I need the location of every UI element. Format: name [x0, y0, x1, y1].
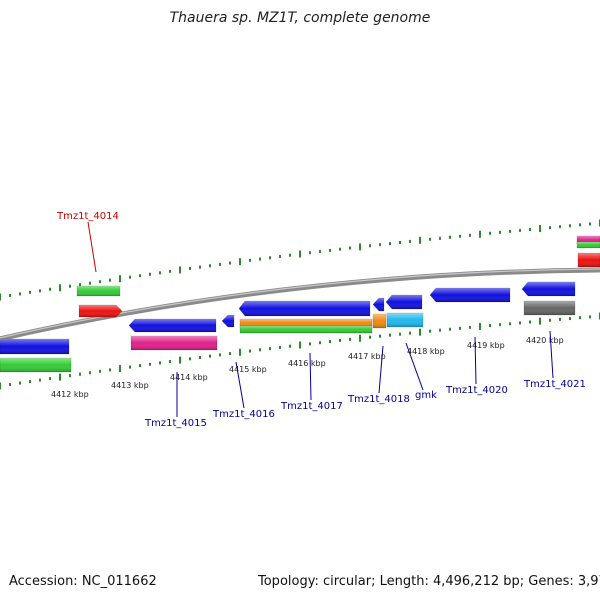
feature-blue-shading	[129, 319, 216, 332]
topology-text: Topology: circular; Length: 4,496,212 bp…	[258, 574, 600, 589]
kbp-tick-label: 4416 kbp	[288, 359, 326, 368]
leader-line-tmz1t-4020	[474, 336, 477, 385]
feature-red-shading	[578, 253, 600, 267]
feature-blue-shading	[239, 301, 370, 316]
feature-blue-group	[238, 300, 371, 317]
feature-green-shading	[0, 358, 71, 372]
gene-label-tmz1t-4018[interactable]: Tmz1t_4018	[347, 394, 410, 405]
genome-backbone	[0, 267, 600, 342]
kbp-tick-label: 4414 kbp	[170, 373, 208, 382]
feature-blue-group	[128, 318, 217, 333]
feature-blue-group	[385, 294, 423, 310]
outer-tick-ring	[0, 219, 600, 301]
gene-label-tmz1t-4021[interactable]: Tmz1t_4021	[523, 379, 586, 390]
feature-green-shading	[577, 242, 600, 248]
feature-blue-shading	[222, 315, 234, 327]
feature-blue-group	[429, 287, 511, 303]
feature-gray-group	[523, 300, 576, 316]
leader-line-tmz1t-4014	[87, 221, 97, 273]
kbp-tick-label: 4417 kbp	[348, 352, 386, 361]
gene-label-tmz1t-4017[interactable]: Tmz1t_4017	[280, 401, 343, 412]
map-title: Thauera sp. MZ1T, complete genome	[169, 10, 431, 26]
feature-orange-shading	[240, 319, 372, 327]
feature-green-shading	[240, 326, 372, 333]
gene-label-tmz1t-4016[interactable]: Tmz1t_4016	[212, 409, 275, 420]
leader-line-tmz1t-4021	[549, 330, 554, 379]
kbp-tick-label: 4419 kbp	[467, 341, 505, 350]
feature-blue-shading	[386, 295, 422, 309]
feature-orange-group	[372, 313, 387, 329]
kbp-tick-label: 4420 kbp	[526, 336, 564, 345]
feature-green-group	[0, 357, 72, 373]
feature-green-group	[576, 241, 600, 249]
kbp-tick-label: 4418 kbp	[407, 347, 445, 356]
leader-line-tmz1t-4017	[309, 352, 312, 401]
feature-blue-group	[521, 281, 576, 297]
feature-cyan-shading	[387, 313, 423, 327]
feature-magenta-shading	[131, 336, 217, 350]
feature-blue-shading	[373, 298, 384, 311]
feature-green-shading	[77, 286, 120, 296]
genome-backbone-highlight	[0, 268, 600, 339]
kbp-tick-label: 4413 kbp	[111, 381, 149, 390]
feature-red-shading	[79, 305, 122, 317]
kbp-tick-label: 4412 kbp	[51, 390, 89, 399]
feature-cyan-group	[386, 312, 424, 328]
feature-green-group	[76, 285, 121, 297]
feature-blue-group	[372, 297, 385, 312]
feature-magenta-group	[130, 335, 218, 351]
kbp-tick-label: 4415 kbp	[229, 365, 267, 374]
feature-orange-shading	[373, 314, 386, 328]
inner-tick-ring	[0, 312, 600, 390]
feature-blue-group	[0, 338, 70, 355]
feature-blue-shading	[0, 339, 69, 354]
gene-label-gmk[interactable]: gmk	[415, 390, 437, 401]
feature-red-group	[78, 304, 123, 318]
gene-label-tmz1t-4020[interactable]: Tmz1t_4020	[445, 385, 508, 396]
feature-blue-shading	[522, 282, 575, 296]
leader-line-gmk	[405, 342, 424, 391]
feature-orange-group	[239, 318, 373, 328]
feature-blue-shading	[430, 288, 510, 302]
feature-green-group	[239, 325, 373, 334]
feature-gray-shading	[524, 301, 575, 315]
leader-line-tmz1t-4016	[235, 361, 245, 409]
feature-blue-group	[221, 314, 235, 328]
gene-label-tmz1t-4015[interactable]: Tmz1t_4015	[144, 418, 207, 429]
gene-label-tmz1t-4014[interactable]: Tmz1t_4014	[56, 211, 119, 222]
feature-red-group	[577, 252, 600, 268]
accession-text: Accession: NC_011662	[9, 574, 157, 589]
leader-line-tmz1t-4018	[378, 345, 384, 394]
